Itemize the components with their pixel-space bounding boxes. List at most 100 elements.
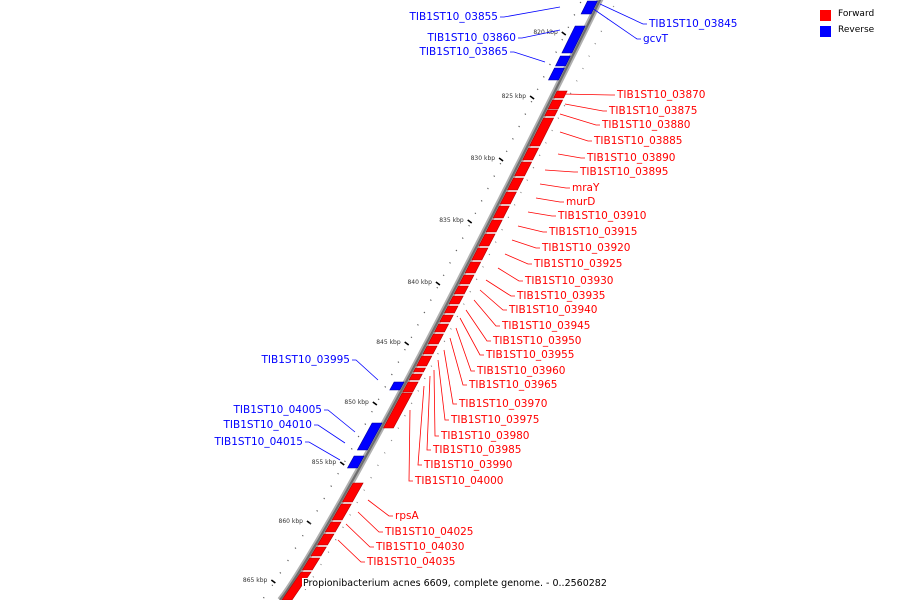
gene-callout-line — [367, 499, 393, 517]
minor-tick — [327, 551, 330, 553]
gene-callout-line — [324, 409, 356, 433]
minor-tick — [436, 286, 439, 289]
gene-label[interactable]: TIB1ST10_03860 — [427, 32, 517, 44]
minor-tick — [390, 373, 393, 376]
gene-label[interactable]: TIB1ST10_03945 — [501, 320, 591, 332]
gene-label[interactable]: TIB1ST10_04010 — [223, 419, 313, 431]
minor-tick — [524, 113, 527, 115]
gene-label[interactable]: TIB1ST10_04025 — [384, 526, 474, 538]
gene-callout-line — [535, 197, 564, 203]
minor-tick — [337, 472, 339, 475]
gene-label[interactable]: TIB1ST10_03870 — [616, 89, 706, 101]
gene-label[interactable]: TIB1ST10_03910 — [557, 210, 647, 222]
minor-tick — [323, 497, 326, 500]
forward-swatch — [820, 10, 831, 21]
minor-tick — [488, 253, 491, 256]
minor-tick — [449, 262, 451, 264]
minor-tick — [364, 423, 367, 425]
gene-label[interactable]: TIB1ST10_03890 — [586, 152, 676, 164]
gene-label[interactable]: rpsA — [395, 510, 419, 522]
minor-tick — [370, 476, 372, 479]
kbp-label: 820 kbp — [533, 29, 558, 36]
gene-label[interactable]: murD — [566, 196, 595, 208]
minor-tick — [330, 485, 333, 487]
gene-label[interactable]: TIB1ST10_03970 — [458, 398, 548, 410]
gene-callout-line — [504, 253, 532, 265]
forward-gene-block — [514, 161, 533, 177]
minor-tick — [549, 63, 551, 66]
gene-label[interactable]: TIB1ST10_03865 — [419, 46, 509, 58]
legend-forward-label: Forward — [838, 9, 875, 19]
forward-gene-block — [310, 546, 327, 557]
minor-tick — [279, 572, 282, 574]
gene-label[interactable]: TIB1ST10_03965 — [468, 379, 558, 391]
gene-label[interactable]: TIB1ST10_03880 — [601, 119, 691, 131]
gene-callout-line — [544, 169, 578, 173]
minor-tick — [551, 129, 553, 132]
gene-label[interactable]: mraY — [572, 182, 600, 194]
forward-gene-block — [522, 147, 540, 161]
gene-label[interactable]: TIB1ST10_03935 — [516, 290, 606, 302]
minor-tick — [588, 55, 590, 57]
gene-label[interactable]: TIB1ST10_03940 — [508, 304, 598, 316]
major-tick — [435, 281, 441, 286]
gene-callout-line — [433, 369, 439, 437]
genome-backbone — [277, 0, 604, 600]
gene-label[interactable]: TIB1ST10_04035 — [366, 556, 456, 568]
gene-label[interactable]: TIB1ST10_04030 — [375, 541, 465, 553]
minor-tick — [493, 175, 496, 177]
minor-tick — [335, 538, 337, 541]
minor-tick — [357, 435, 360, 438]
forward-gene-block — [443, 305, 459, 314]
gene-label[interactable]: TIB1ST10_04005 — [233, 404, 323, 416]
forward-gene-block — [341, 482, 364, 503]
gene-label[interactable]: TIB1ST10_03950 — [492, 335, 582, 347]
minor-tick — [450, 328, 452, 330]
gene-label[interactable]: gcvT — [643, 33, 669, 45]
gene-label[interactable]: TIB1ST10_03845 — [648, 18, 738, 30]
minor-tick — [443, 340, 446, 343]
minor-tick — [429, 299, 432, 301]
gene-label[interactable]: TIB1ST10_03930 — [524, 275, 614, 287]
forward-gene-block — [416, 355, 433, 367]
gene-label[interactable]: TIB1ST10_03955 — [485, 349, 575, 361]
gene-label[interactable]: TIB1ST10_04015 — [214, 436, 304, 448]
gene-label[interactable]: TIB1ST10_03985 — [432, 444, 522, 456]
scale-ticks: 820 kbp 825 kbp 830 kbp 835 kbp 840 kbp 845 k… — [243, 1, 615, 599]
minor-tick — [482, 266, 484, 268]
gene-label[interactable]: TIB1ST10_03895 — [579, 166, 669, 178]
gene-label[interactable]: TIB1ST10_03960 — [476, 365, 566, 377]
gene-label[interactable]: TIB1ST10_04000 — [414, 475, 504, 487]
gene-callout-line — [337, 539, 365, 563]
minor-tick — [594, 42, 596, 45]
gene-label[interactable]: TIB1ST10_03855 — [409, 11, 499, 23]
gene-label[interactable]: TIB1ST10_03885 — [593, 135, 683, 147]
forward-gene-block — [544, 109, 559, 117]
gene-label[interactable]: TIB1ST10_03980 — [440, 430, 530, 442]
gene-callout-line — [559, 113, 600, 126]
gene-label[interactable]: TIB1ST10_03920 — [541, 242, 631, 254]
forward-gene-block — [492, 205, 510, 219]
gene-label[interactable]: TIB1ST10_03995 — [261, 354, 351, 366]
minor-tick — [442, 274, 445, 277]
minor-tick — [363, 489, 365, 491]
gene-label[interactable]: TIB1ST10_03925 — [533, 258, 623, 270]
genome-caption: Propionibacterium acnes 6609, complete g… — [302, 578, 608, 589]
kbp-label: 835 kbp — [439, 217, 464, 224]
minor-tick — [468, 224, 470, 227]
gene-label[interactable]: TIB1ST10_03875 — [608, 105, 698, 117]
kbp-label: 840 kbp — [407, 279, 432, 286]
gene-callout-line — [564, 103, 607, 112]
gene-callouts: TIB1ST10_03855 TIB1ST10_03845 TIB1ST10_038… — [214, 3, 738, 568]
gene-label[interactable]: TIB1ST10_03975 — [450, 414, 540, 426]
minor-tick — [344, 460, 346, 463]
minor-tick — [461, 237, 464, 239]
minor-tick — [262, 596, 265, 599]
gene-label[interactable]: TIB1ST10_03990 — [423, 459, 513, 471]
gene-callout-line — [473, 299, 500, 327]
gene-callout-line — [465, 309, 491, 342]
gene-callout-line — [479, 289, 507, 311]
minor-tick — [513, 204, 516, 206]
gene-label[interactable]: TIB1ST10_03915 — [548, 226, 638, 238]
